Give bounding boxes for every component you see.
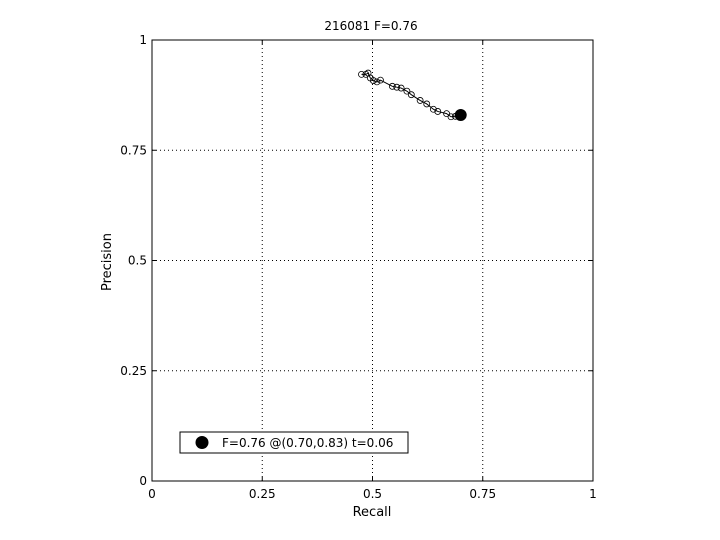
chart-title: 216081 F=0.76: [324, 19, 417, 33]
pr-point: [358, 70, 365, 78]
pr-point: [447, 113, 455, 121]
pr-point: [407, 91, 415, 99]
pr-point: [397, 84, 405, 92]
pr-point: [377, 76, 384, 84]
x-tick-label: 0.75: [469, 487, 496, 501]
y-tick-label: 0: [139, 474, 147, 488]
best-f-point: [454, 108, 467, 121]
pr-point: [369, 77, 377, 84]
x-tick-label: 0.25: [249, 487, 276, 501]
x-tick-label: 0.5: [363, 487, 382, 501]
pr-point: [403, 87, 411, 95]
data-series: [358, 69, 467, 121]
pr-point: [434, 108, 442, 115]
x-tick-label: 1: [589, 487, 597, 501]
x-tick-label: 0: [148, 487, 156, 501]
x-axis-label: Recall: [353, 505, 392, 520]
grid-lines: [152, 40, 593, 481]
y-tick-label: 1: [139, 33, 147, 47]
pr-point: [429, 105, 437, 113]
legend-box: F=0.76 @(0.70,0.83) t=0.06: [179, 431, 409, 454]
y-tick-label: 0.5: [128, 254, 147, 268]
pr-point: [373, 78, 381, 86]
legend-frame: [179, 431, 409, 454]
pr-point: [423, 100, 431, 108]
pr-point: [388, 82, 396, 90]
y-tick-label: 0.75: [120, 143, 147, 157]
y-axis-label: Precision: [100, 233, 115, 291]
pr-point: [416, 97, 424, 104]
pr-point: [393, 83, 401, 91]
legend-marker: [195, 436, 209, 449]
axis-ticks: 0 0.25 0.5 0.75 1 0 0.25 0.5 0.75 1: [120, 33, 597, 501]
legend-text: F=0.76 @(0.70,0.83) t=0.06: [222, 436, 393, 450]
y-tick-label: 0.25: [120, 364, 147, 378]
